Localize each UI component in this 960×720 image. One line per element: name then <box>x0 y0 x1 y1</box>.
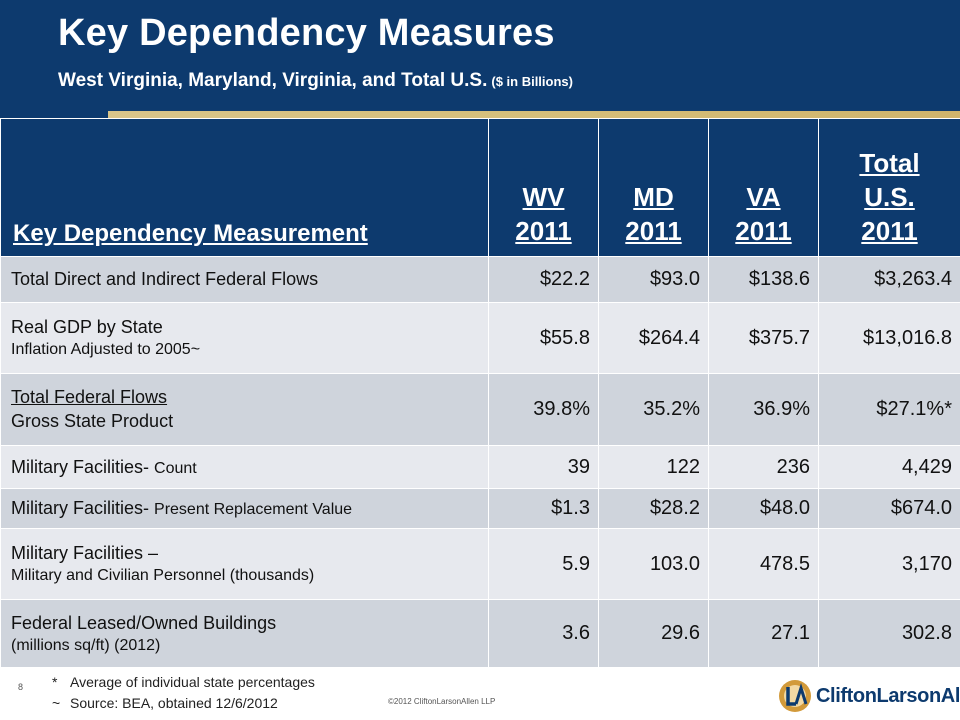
row-label-sub: (millions sq/ft) (2012) <box>11 636 161 654</box>
row-label-main: Military Facilities- <box>11 498 155 518</box>
row-label-main: Military Facilities – <box>11 543 159 563</box>
row-label-sub: Military and Civilian Personnel (thousan… <box>11 567 315 584</box>
col-header-us-country: U.S. <box>864 182 915 212</box>
gold-accent-stripe <box>108 111 960 120</box>
cell-va: 36.9% <box>708 373 819 446</box>
dependency-table: Key Dependency Measurement WV 2011 MD 2011… <box>0 118 960 668</box>
cla-logo-icon <box>779 680 811 712</box>
footnotes: * Average of individual state percentages… <box>52 672 315 714</box>
col-header-md-year: 2011 <box>625 216 682 246</box>
logo-wordmark: CliftonLarsonAllen <box>816 684 960 707</box>
row-label-main: Total Direct and Indirect Federal Flows <box>11 269 319 289</box>
footnote-text: Source: BEA, obtained 12/6/2012 <box>70 695 278 711</box>
row-label: Military Facilities- Present Replacement… <box>0 488 489 529</box>
footnote-source: ~ Source: BEA, obtained 12/6/2012 <box>52 693 315 714</box>
unit-note: ($ in Billions) <box>491 74 573 89</box>
cell-us: $674.0 <box>818 488 960 529</box>
row-label: Federal Leased/Owned Buildings (millions … <box>0 599 489 668</box>
cell-md: 35.2% <box>598 373 709 446</box>
cell-us: 302.8 <box>818 599 960 668</box>
cell-wv: 5.9 <box>488 528 599 600</box>
col-header-wv-year: 2011 <box>515 216 572 246</box>
cell-md: 103.0 <box>598 528 709 600</box>
row-label: Real GDP by State Inflation Adjusted to 2… <box>0 302 489 374</box>
cell-wv: $22.2 <box>488 256 599 303</box>
row-label: Military Facilities- Count <box>0 445 489 489</box>
col-header-va-state: VA <box>746 182 781 212</box>
cell-us: $3,263.4 <box>818 256 960 303</box>
cell-md: $93.0 <box>598 256 709 303</box>
col-header-md: MD 2011 <box>598 118 709 257</box>
table-row: Military Facilities- Count 39 122 236 4,… <box>0 445 960 489</box>
row-label: Military Facilities – Military and Civili… <box>0 528 489 600</box>
cell-md: 122 <box>598 445 709 489</box>
cell-md: 29.6 <box>598 599 709 668</box>
col-header-wv: WV 2011 <box>488 118 599 257</box>
page-number: 8 <box>18 682 24 692</box>
col-header-wv-state: WV <box>522 182 565 212</box>
table-row: Total Federal Flows Gross State Product 3… <box>0 373 960 446</box>
title-banner: Key Dependency Measures West Virginia, M… <box>0 0 960 118</box>
row-label-main: Military Facilities- <box>11 456 155 477</box>
cell-va: 236 <box>708 445 819 489</box>
footnote-average: * Average of individual state percentages <box>52 672 315 693</box>
cell-wv: $1.3 <box>488 488 599 529</box>
cell-us: 3,170 <box>818 528 960 600</box>
cell-va: $48.0 <box>708 488 819 529</box>
company-logo: CliftonLarsonAllen <box>776 678 960 714</box>
col-header-us-year: 2011 <box>861 216 918 246</box>
row-label-sub: Gross State Product <box>11 411 174 431</box>
cell-va: 478.5 <box>708 528 819 600</box>
table-row: Total Direct and Indirect Federal Flows … <box>0 256 960 303</box>
subtitle-text: West Virginia, Maryland, Virginia, and T… <box>58 70 488 91</box>
cell-va: $375.7 <box>708 302 819 374</box>
col-header-va-year: 2011 <box>735 216 792 246</box>
footnote-mark: ~ <box>52 695 61 711</box>
col-header-us: Total U.S. 2011 <box>818 118 960 257</box>
cell-md: $264.4 <box>598 302 709 374</box>
page-title: Key Dependency Measures <box>58 12 555 54</box>
footnote-mark: * <box>52 674 58 690</box>
banner-edge <box>0 113 108 118</box>
cell-va: 27.1 <box>708 599 819 668</box>
cell-us: $27.1%* <box>818 373 960 446</box>
row-label-main: Federal Leased/Owned Buildings <box>11 612 277 633</box>
row-label: Total Federal Flows Gross State Product <box>0 373 489 446</box>
cell-md: $28.2 <box>598 488 709 529</box>
cell-wv: 3.6 <box>488 599 599 668</box>
col-header-va: VA 2011 <box>708 118 819 257</box>
cell-wv: $55.8 <box>488 302 599 374</box>
cell-va: $138.6 <box>708 256 819 303</box>
cell-wv: 39 <box>488 445 599 489</box>
copyright-notice: ©2012 CliftonLarsonAllen LLP <box>388 697 496 706</box>
cell-wv: 39.8% <box>488 373 599 446</box>
table-row: Military Facilities – Military and Civili… <box>0 528 960 600</box>
table-row: Military Facilities- Present Replacement… <box>0 488 960 529</box>
col-header-us-total: Total <box>859 148 920 178</box>
footnote-text: Average of individual state percentages <box>70 674 315 690</box>
row-label-sub: Inflation Adjusted to 2005~ <box>11 341 201 358</box>
row-label-main: Total Federal Flows <box>11 387 168 407</box>
cell-us: $13,016.8 <box>818 302 960 374</box>
row-label-small: Count <box>154 459 197 477</box>
row-label: Total Direct and Indirect Federal Flows <box>0 256 489 303</box>
row-label-small: Present Replacement Value <box>154 501 353 518</box>
cell-us: 4,429 <box>818 445 960 489</box>
row-label-main: Real GDP by State <box>11 317 163 337</box>
col-header-measurement: Key Dependency Measurement <box>0 118 489 257</box>
col-header-md-state: MD <box>633 182 674 212</box>
table-row: Federal Leased/Owned Buildings (millions … <box>0 599 960 668</box>
table-row: Real GDP by State Inflation Adjusted to 2… <box>0 302 960 374</box>
table-header-row: Key Dependency Measurement WV 2011 MD 2011… <box>0 118 960 257</box>
page-subtitle: West Virginia, Maryland, Virginia, and T… <box>58 70 573 92</box>
